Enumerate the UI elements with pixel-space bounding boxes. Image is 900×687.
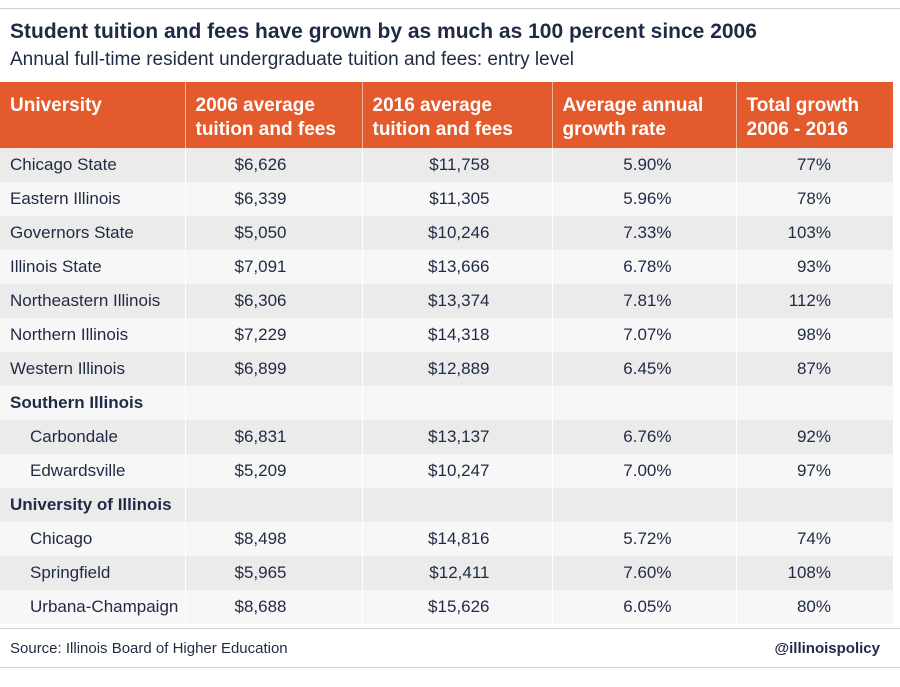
bottom-rule <box>0 628 900 629</box>
tuition-table: University 2006 average tuition and fees … <box>0 82 893 624</box>
cell-annual-growth: 5.90% <box>551 148 736 182</box>
cell-total-growth: 80% <box>735 590 893 624</box>
cell-2016-tuition: $10,246 <box>361 216 552 250</box>
table-header-row: University 2006 average tuition and fees … <box>0 82 893 148</box>
cell-2006-tuition: $8,688 <box>184 590 362 624</box>
empty-cell <box>184 488 362 522</box>
cell-2006-tuition: $7,091 <box>184 250 362 284</box>
table-row: Carbondale $6,831 $13,137 6.76% 92% <box>0 420 893 454</box>
source-note: Source: Illinois Board of Higher Educati… <box>10 640 288 657</box>
empty-cell <box>551 488 736 522</box>
header-total-growth: Total growth 2006 - 2016 <box>735 82 893 148</box>
group-header-row: Southern Illinois <box>0 386 893 420</box>
cell-2016-tuition: $15,626 <box>361 590 552 624</box>
cell-2016-tuition: $14,816 <box>361 522 552 556</box>
cell-total-growth: 78% <box>735 182 893 216</box>
cell-total-growth: 93% <box>735 250 893 284</box>
cell-university: Illinois State <box>0 250 185 284</box>
cell-2006-tuition: $6,899 <box>184 352 362 386</box>
empty-cell <box>184 386 362 420</box>
empty-cell <box>735 488 893 522</box>
table-row: Governors State $5,050 $10,246 7.33% 103% <box>0 216 893 250</box>
empty-cell <box>735 386 893 420</box>
cell-2006-tuition: $6,626 <box>184 148 362 182</box>
cell-total-growth: 97% <box>735 454 893 488</box>
table-row: Western Illinois $6,899 $12,889 6.45% 87% <box>0 352 893 386</box>
table-body: Chicago State $6,626 $11,758 5.90% 77% Easter… <box>0 148 893 624</box>
table-row: Chicago $8,498 $14,816 5.72% 74% <box>0 522 893 556</box>
group-name: University of Illinois <box>0 488 185 522</box>
table-row: Edwardsville $5,209 $10,247 7.00% 97% <box>0 454 893 488</box>
cell-2016-tuition: $14,318 <box>361 318 552 352</box>
header-2016-tuition: 2016 average tuition and fees <box>361 82 552 148</box>
table-row: Urbana-Champaign $8,688 $15,626 6.05% 80% <box>0 590 893 624</box>
cell-university: Governors State <box>0 216 185 250</box>
top-rule <box>0 8 900 9</box>
cell-annual-growth: 7.33% <box>551 216 736 250</box>
cell-2016-tuition: $13,374 <box>361 284 552 318</box>
cell-2016-tuition: $10,247 <box>361 454 552 488</box>
cell-annual-growth: 6.76% <box>551 420 736 454</box>
cell-2006-tuition: $5,965 <box>184 556 362 590</box>
cell-2016-tuition: $11,305 <box>361 182 552 216</box>
header-annual-growth: Average annual growth rate <box>551 82 736 148</box>
cell-2016-tuition: $13,137 <box>361 420 552 454</box>
cell-total-growth: 92% <box>735 420 893 454</box>
group-header-row: University of Illinois <box>0 488 893 522</box>
empty-cell <box>361 386 552 420</box>
cell-university: Springfield <box>0 556 185 590</box>
empty-cell <box>361 488 552 522</box>
cell-university: Northeastern Illinois <box>0 284 185 318</box>
cell-annual-growth: 5.72% <box>551 522 736 556</box>
cell-total-growth: 112% <box>735 284 893 318</box>
cell-total-growth: 103% <box>735 216 893 250</box>
cell-total-growth: 77% <box>735 148 893 182</box>
table-row: Northeastern Illinois $6,306 $13,374 7.81% 1… <box>0 284 893 318</box>
cell-total-growth: 74% <box>735 522 893 556</box>
cell-university: Carbondale <box>0 420 185 454</box>
cell-annual-growth: 7.07% <box>551 318 736 352</box>
cell-2006-tuition: $6,339 <box>184 182 362 216</box>
table-row: Chicago State $6,626 $11,758 5.90% 77% <box>0 148 893 182</box>
cell-university: Urbana-Champaign <box>0 590 185 624</box>
cell-2006-tuition: $6,306 <box>184 284 362 318</box>
table-row: Northern Illinois $7,229 $14,318 7.07% 98% <box>0 318 893 352</box>
cell-university: Edwardsville <box>0 454 185 488</box>
cell-annual-growth: 5.96% <box>551 182 736 216</box>
cell-university: Northern Illinois <box>0 318 185 352</box>
cell-2016-tuition: $11,758 <box>361 148 552 182</box>
twitter-handle: @illinoispolicy <box>774 640 880 657</box>
header-university: University <box>0 82 185 148</box>
footer-rule <box>0 667 900 668</box>
cell-2006-tuition: $5,209 <box>184 454 362 488</box>
header-2006-tuition: 2006 average tuition and fees <box>184 82 362 148</box>
table-row: Eastern Illinois $6,339 $11,305 5.96% 78% <box>0 182 893 216</box>
cell-2006-tuition: $5,050 <box>184 216 362 250</box>
table-row: Springfield $5,965 $12,411 7.60% 108% <box>0 556 893 590</box>
empty-cell <box>551 386 736 420</box>
cell-annual-growth: 6.78% <box>551 250 736 284</box>
cell-2006-tuition: $8,498 <box>184 522 362 556</box>
cell-university: Chicago <box>0 522 185 556</box>
cell-2016-tuition: $12,889 <box>361 352 552 386</box>
cell-total-growth: 98% <box>735 318 893 352</box>
cell-2016-tuition: $12,411 <box>361 556 552 590</box>
cell-university: Western Illinois <box>0 352 185 386</box>
cell-annual-growth: 7.60% <box>551 556 736 590</box>
chart-title: Student tuition and fees have grown by a… <box>10 20 757 43</box>
group-name: Southern Illinois <box>0 386 185 420</box>
table-row: Illinois State $7,091 $13,666 6.78% 93% <box>0 250 893 284</box>
cell-total-growth: 108% <box>735 556 893 590</box>
cell-2016-tuition: $13,666 <box>361 250 552 284</box>
cell-2006-tuition: $6,831 <box>184 420 362 454</box>
cell-university: Chicago State <box>0 148 185 182</box>
cell-university: Eastern Illinois <box>0 182 185 216</box>
cell-annual-growth: 6.05% <box>551 590 736 624</box>
cell-2006-tuition: $7,229 <box>184 318 362 352</box>
cell-annual-growth: 7.81% <box>551 284 736 318</box>
cell-annual-growth: 6.45% <box>551 352 736 386</box>
chart-subtitle: Annual full-time resident undergraduate … <box>10 49 575 70</box>
cell-annual-growth: 7.00% <box>551 454 736 488</box>
cell-total-growth: 87% <box>735 352 893 386</box>
